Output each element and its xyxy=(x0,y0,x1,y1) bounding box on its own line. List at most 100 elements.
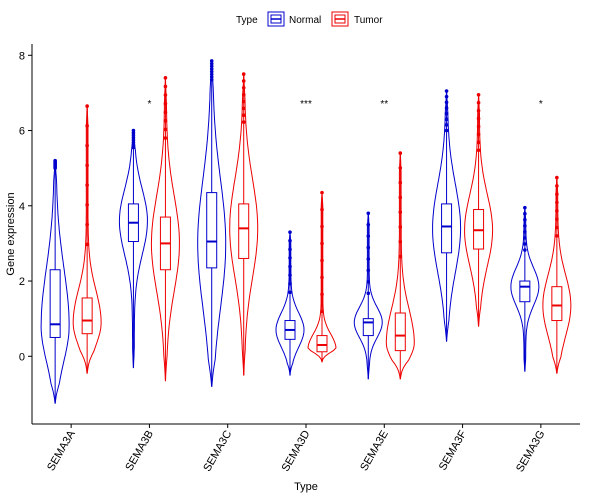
outlier-point xyxy=(85,242,89,247)
outlier-point xyxy=(555,217,559,222)
outlier-point xyxy=(523,236,527,240)
outlier-point xyxy=(163,84,168,89)
outlier-point xyxy=(476,92,481,97)
legend-key-tumor xyxy=(331,11,349,27)
legend-key-normal xyxy=(267,11,285,27)
outlier-point xyxy=(241,120,246,124)
y-axis-title: Gene expression xyxy=(5,192,17,275)
outlier-point xyxy=(444,106,449,110)
outlier-point xyxy=(523,217,527,222)
outlier-point xyxy=(398,225,403,229)
violin-tumor-sema3a xyxy=(72,104,102,374)
outlier-point xyxy=(85,222,89,227)
violin-normal-sema3f xyxy=(432,89,462,342)
outlier-point xyxy=(288,290,292,295)
outlier-point xyxy=(85,163,89,168)
outlier-point xyxy=(288,230,292,234)
outlier-point xyxy=(555,192,559,197)
outlier-point xyxy=(53,158,57,163)
outlier-point xyxy=(476,116,481,121)
outlier-point xyxy=(398,166,403,170)
outlier-point xyxy=(163,93,168,97)
legend: Type Normal Tumor xyxy=(236,11,383,27)
violin-tumor-sema3g xyxy=(542,175,572,374)
outlier-point xyxy=(476,108,481,113)
outlier-point xyxy=(163,101,168,106)
outlier-point xyxy=(398,195,403,200)
outlier-point xyxy=(523,248,527,252)
violin-normal-sema3e xyxy=(353,211,383,380)
outlier-point xyxy=(398,210,403,215)
outlier-point xyxy=(241,72,246,76)
y-tick-label: 8 xyxy=(19,50,25,62)
outlier-point xyxy=(85,203,89,207)
outlier-point xyxy=(523,230,527,234)
outlier-point xyxy=(241,106,246,111)
violin-normal-sema3a xyxy=(40,158,70,404)
violin-normal-sema3c xyxy=(197,59,227,387)
outlier-point xyxy=(366,291,371,296)
outlier-point xyxy=(398,254,403,259)
legend-label-normal: Normal xyxy=(289,15,321,26)
outlier-point xyxy=(288,256,292,260)
outlier-point xyxy=(444,123,449,127)
violin-tumor-sema3c xyxy=(229,72,259,376)
outlier-point xyxy=(366,222,371,227)
outlier-point xyxy=(85,104,89,108)
outlier-point xyxy=(366,211,371,216)
x-tick-label-sema3f: SEMA3F xyxy=(437,428,470,472)
outlier-point xyxy=(444,128,449,133)
y-ticks: 0 2 4 6 8 xyxy=(19,50,32,363)
iqr-box xyxy=(519,280,531,303)
x-tick-label-sema3b: SEMA3B xyxy=(123,429,156,474)
outlier-point xyxy=(523,211,527,216)
y-tick-label: 4 xyxy=(19,201,25,213)
outlier-point xyxy=(523,205,527,210)
outlier-point xyxy=(320,258,324,263)
outlier-point xyxy=(398,239,403,244)
outlier-point xyxy=(555,209,559,213)
violin-tumor-sema3b xyxy=(150,76,180,382)
outlier-point xyxy=(241,86,246,90)
outlier-point xyxy=(209,77,214,82)
outlier-point xyxy=(320,275,324,280)
outlier-point xyxy=(85,124,89,128)
outlier-point xyxy=(366,280,371,284)
outlier-point xyxy=(163,136,168,140)
outlier-point xyxy=(366,268,371,273)
outlier-point xyxy=(288,247,292,252)
violin-normal-sema3b xyxy=(118,128,148,369)
iqr-box xyxy=(81,297,93,335)
outlier-point xyxy=(555,184,559,188)
outlier-point xyxy=(555,200,559,205)
outlier-point xyxy=(209,59,214,63)
outlier-point xyxy=(320,207,324,212)
x-tick-label-sema3d: SEMA3D xyxy=(280,428,313,473)
iqr-box xyxy=(394,312,406,352)
outlier-point xyxy=(209,67,214,71)
outlier-point xyxy=(523,242,527,246)
violin-tumor-sema3e xyxy=(385,151,415,380)
outlier-point xyxy=(444,117,449,122)
outlier-point xyxy=(241,79,246,83)
outlier-point xyxy=(444,111,449,116)
outlier-point xyxy=(366,245,371,250)
violin-normal-sema3g xyxy=(510,205,540,372)
iqr-box xyxy=(49,269,61,338)
outlier-point xyxy=(163,110,168,115)
outlier-point xyxy=(555,234,559,238)
outlier-point xyxy=(476,100,481,105)
iqr-box xyxy=(551,286,563,322)
outlier-point xyxy=(85,143,89,148)
outlier-point xyxy=(209,72,214,77)
outlier-point xyxy=(476,140,481,145)
significance-label-sema3d: *** xyxy=(300,99,312,110)
outlier-point xyxy=(241,99,246,104)
outlier-point xyxy=(131,128,136,133)
x-tick-label-sema3c: SEMA3C xyxy=(201,428,234,473)
violin-tumor-sema3d xyxy=(307,190,337,363)
iqr-box xyxy=(362,318,374,337)
outlier-point xyxy=(444,89,449,93)
y-tick-label: 2 xyxy=(19,276,25,288)
